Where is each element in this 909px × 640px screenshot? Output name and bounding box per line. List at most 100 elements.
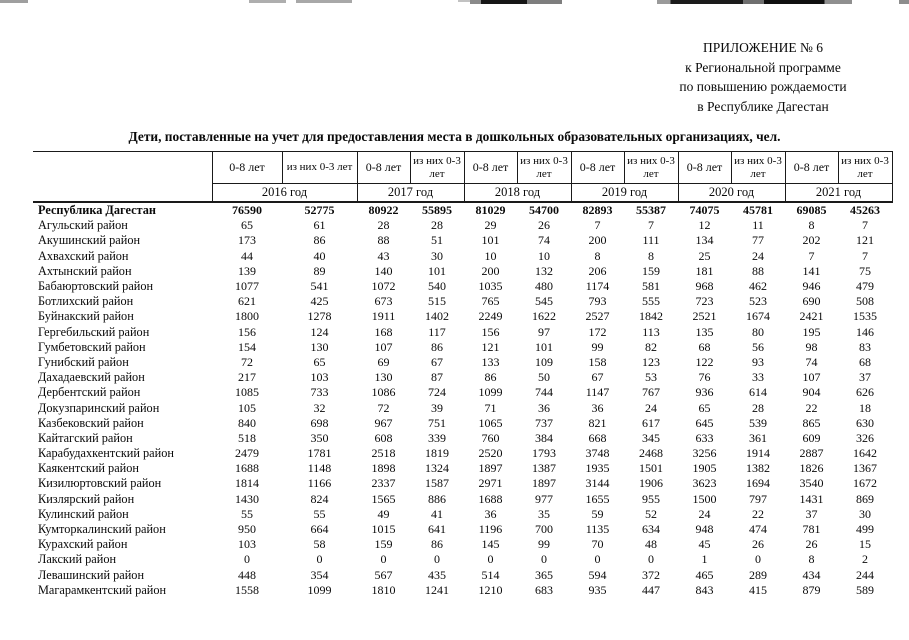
district-name-cell: Курахский район	[38, 537, 128, 552]
value-cell: 508	[856, 294, 874, 309]
district-name-cell: Казбековский район	[38, 415, 144, 430]
value-cell: 173	[238, 233, 256, 248]
value-cell: 1430	[235, 491, 259, 506]
value-cell: 0	[434, 552, 440, 567]
value-cell: 67	[431, 354, 443, 369]
appendix-line: к Региональной программе	[685, 59, 841, 75]
value-cell: 25	[698, 248, 711, 263]
value-cell: 1174	[585, 279, 610, 294]
value-cell: 54700	[529, 203, 559, 218]
appendix-line: по повышению рождаемости	[679, 79, 847, 94]
appendix-line: ПРИЛОЖЕНИЕ № 6	[702, 40, 824, 55]
table-row: Каякентский район 1688 1148 1898 1324 1897 138…	[33, 461, 892, 476]
value-cell: 1166	[307, 476, 332, 491]
value-cell: 130	[374, 370, 393, 385]
value-cell: 589	[856, 582, 874, 597]
value-cell: 1905	[692, 461, 717, 476]
value-cell: 105	[238, 400, 256, 415]
value-cell: 1077	[235, 279, 259, 294]
value-cell: 217	[238, 370, 256, 385]
value-cell: 3256	[692, 446, 717, 461]
table-row: Ахтынский район 139 89 140 101 200 132 206 159 18…	[33, 264, 892, 279]
table-row: Республика Дагестан 76590 52775 80922 55895 8…	[33, 202, 892, 218]
value-cell: 435	[428, 567, 446, 582]
value-cell: 76590	[232, 203, 262, 218]
value-cell: 0	[316, 552, 323, 567]
value-cell: 723	[695, 294, 714, 309]
value-cell: 55	[241, 506, 253, 521]
value-cell: 154	[238, 339, 256, 354]
value-cell: 2337	[371, 476, 396, 491]
value-cell: 88	[377, 233, 390, 248]
table-row: Ботлихский район 621 425 673 515 765 545 793 555…	[33, 294, 892, 309]
value-cell: 1842	[639, 309, 663, 324]
district-name-cell: Кизлярский район	[38, 491, 135, 506]
value-cell: 69085	[796, 203, 827, 218]
value-cell: 2520	[478, 446, 503, 461]
value-cell: 289	[749, 567, 767, 582]
value-cell: 1814	[235, 476, 259, 491]
value-cell: 345	[642, 430, 660, 445]
value-cell: 751	[428, 415, 446, 430]
value-cell: 121	[856, 233, 874, 248]
table-row: Магарамкентский район 1558 1099 1810 1241 121…	[33, 583, 892, 598]
value-cell: 326	[856, 430, 874, 445]
value-cell: 52775	[304, 203, 335, 218]
value-cell: 608	[374, 430, 393, 445]
value-cell: 664	[310, 522, 329, 537]
value-cell: 99	[538, 537, 550, 552]
value-cell: 1694	[746, 476, 770, 491]
value-cell: 65	[241, 218, 253, 233]
value-cell: 2249	[478, 309, 503, 324]
district-name-cell: Бабаюртовский район	[38, 279, 154, 294]
value-cell: 117	[428, 324, 446, 339]
value-cell: 159	[374, 537, 393, 552]
value-cell: 673	[374, 294, 393, 309]
value-cell: 545	[535, 294, 553, 309]
value-cell: 74	[805, 354, 818, 369]
district-name-cell: Кулинский район	[38, 506, 129, 521]
value-cell: 72	[377, 400, 390, 415]
value-cell: 936	[695, 385, 714, 400]
value-cell: 7	[648, 218, 654, 233]
value-cell: 879	[802, 582, 821, 597]
value-cell: 1065	[478, 415, 503, 430]
district-name-cell: Ахтынский район	[38, 263, 132, 278]
value-cell: 541	[310, 279, 329, 294]
value-cell: 55387	[636, 203, 666, 218]
value-cell: 955	[642, 491, 660, 506]
value-cell: 1085	[235, 385, 259, 400]
value-cell: 781	[802, 522, 821, 537]
age-0-3-header-2018: из них 0-3 лет	[516, 151, 572, 184]
value-cell: 1565	[371, 491, 396, 506]
district-name-cell: Ботлихский район	[38, 294, 134, 309]
district-name-cell: Кизилюртовский район	[38, 476, 162, 491]
district-name-cell: Республика Дагестан	[38, 203, 156, 218]
value-cell: 98	[805, 339, 818, 354]
table-row: Дахадаевский район 217 103 130 87 86 50 67 53 76 3…	[33, 370, 892, 385]
age-0-8-header-2016: 0-8 лет	[211, 151, 283, 184]
value-cell: 2887	[799, 446, 824, 461]
value-cell: 86	[431, 537, 443, 552]
value-cell: 462	[749, 279, 767, 294]
value-cell: 68	[698, 339, 711, 354]
value-cell: 555	[642, 294, 660, 309]
year-header-2016: 2016 год	[211, 183, 358, 203]
value-cell: 82	[645, 339, 657, 354]
value-cell: 621	[238, 294, 256, 309]
table-row: Кулинский район 55 55 49 41 36 35 59 52 24 22 37 30	[33, 507, 892, 522]
value-cell: 1196	[478, 522, 503, 537]
value-cell: 434	[802, 567, 821, 582]
value-cell: 77	[752, 233, 764, 248]
year-header-2019: 2019 год	[570, 183, 679, 203]
value-cell: 3748	[585, 446, 610, 461]
value-cell: 10	[484, 248, 497, 263]
value-cell: 950	[238, 522, 256, 537]
district-name-cell: Каякентский район	[38, 461, 139, 476]
value-cell: 65	[698, 400, 711, 415]
table-row: Гунибский район 72 65 69 67 133 109 158 123 122 93…	[33, 355, 892, 370]
value-cell: 744	[535, 385, 553, 400]
value-cell: 474	[749, 522, 767, 537]
value-cell: 109	[535, 354, 553, 369]
value-cell: 540	[428, 279, 446, 294]
